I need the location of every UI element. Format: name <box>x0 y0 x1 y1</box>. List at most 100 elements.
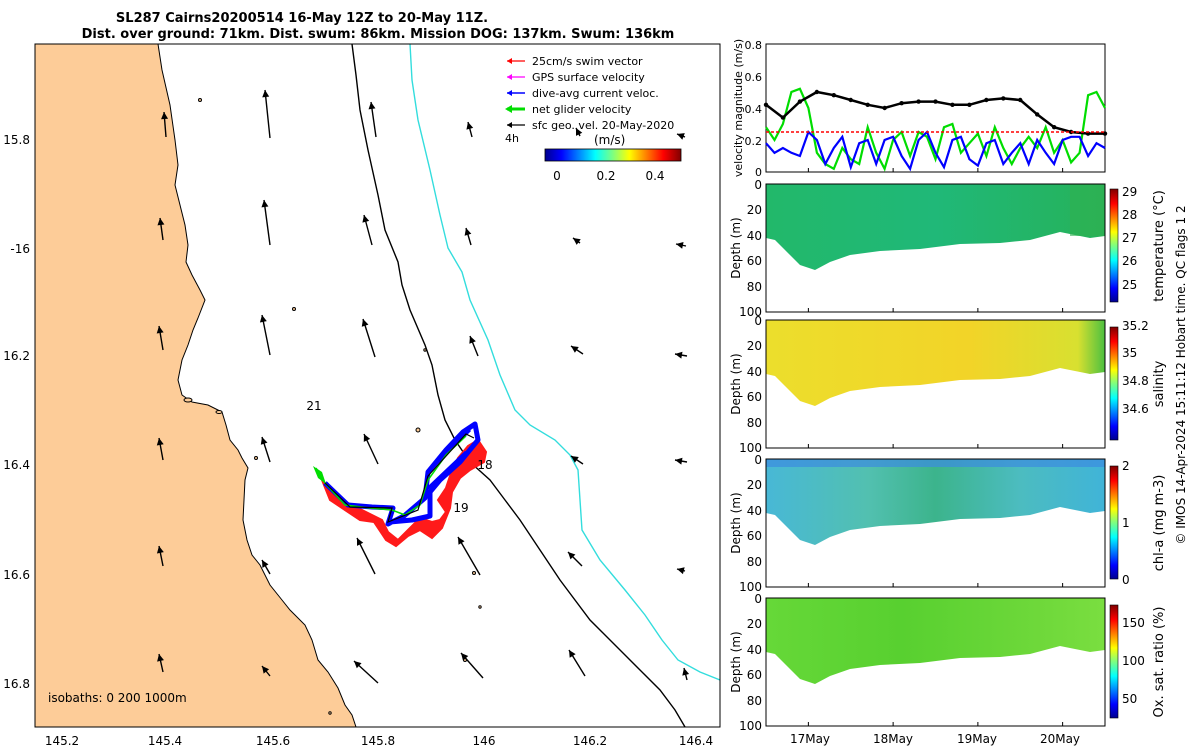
depth-tick: 80 <box>747 694 762 708</box>
geo-arrowhead <box>461 653 469 661</box>
map-legend: 25cm/s swim vector GPS surface velocity … <box>505 55 682 183</box>
panel-frame <box>765 458 1106 588</box>
depth-tick: 20 <box>747 203 762 217</box>
legend-4h: 4h <box>505 132 519 145</box>
legend-label: dive-avg current veloc. <box>532 87 659 100</box>
velocity-series <box>763 87 1108 172</box>
panel-frame <box>765 597 1106 727</box>
geo-arrowhead <box>262 666 270 674</box>
depth-tick: 40 <box>747 643 762 657</box>
cbar-tick: 35.2 <box>1122 319 1149 333</box>
time-tick: 18May <box>873 732 913 746</box>
depth-tick: 100 <box>739 305 762 319</box>
vel-ytick: 0.4 <box>745 103 763 116</box>
geo-arrowhead <box>161 112 169 120</box>
velocity-yticks: 0.8 0.6 0.4 0.2 0 <box>745 39 763 179</box>
velocity-point <box>950 102 955 108</box>
geo-arrowhead <box>363 434 371 442</box>
velocity-point <box>831 93 836 98</box>
velocity-point <box>1018 97 1023 103</box>
velocity-point <box>882 105 887 111</box>
temperature-field <box>766 184 1105 270</box>
day-label-18: 18 <box>477 458 492 472</box>
geo-arrow <box>457 536 481 576</box>
cbar-tick: 29 <box>1122 185 1137 199</box>
depth-tick: 20 <box>747 478 762 492</box>
depth-tick: 80 <box>747 280 762 294</box>
velocity-point <box>916 99 921 104</box>
depth-tick: 20 <box>747 339 762 353</box>
section-colorbar-labels: 25 26 27 28 29 temperature (°C) 34.6 34.… <box>1122 185 1167 717</box>
oxygen-panel <box>765 597 1119 727</box>
chla-field <box>766 459 1105 545</box>
colorbar-tick: 0.2 <box>596 169 615 183</box>
velocity-point <box>763 102 769 108</box>
lat-tick: -16 <box>10 242 30 256</box>
isobath-200m <box>351 44 686 727</box>
depth-tick: 60 <box>747 529 762 543</box>
geo-arrowhead <box>569 650 576 658</box>
net-glider-start <box>313 466 326 484</box>
velocity-point <box>967 102 972 108</box>
map-lat-ticks: 15.8 -16 16.2 16.4 16.6 16.8 <box>3 133 30 691</box>
time-tick: 20May <box>1040 732 1080 746</box>
map-lon-ticks: 145.2 145.4 145.6 145.8 146 146.2 146.4 <box>45 734 713 748</box>
isobaths-note: isobaths: 0 200 1000m <box>48 691 187 705</box>
lon-tick: 145.6 <box>256 734 290 748</box>
geo-arrowhead <box>261 200 269 208</box>
chla-panel <box>765 458 1119 588</box>
geo-arrowhead <box>354 661 362 669</box>
geo-arrowhead <box>361 319 369 327</box>
lon-tick: 145.4 <box>148 734 182 748</box>
velocity-chart: 0.8 0.6 0.4 0.2 0 velocity magnitude (m/… <box>732 39 1108 179</box>
legend-item-net: net glider velocity <box>505 103 632 116</box>
geo-arrowhead <box>682 668 690 676</box>
depth-tick: 100 <box>739 580 762 594</box>
map-islands <box>183 98 482 715</box>
geo-arrowhead <box>464 228 472 236</box>
oxygen-cbar-label: Ox. sat. ratio (%) <box>1152 607 1167 718</box>
lon-tick: 145.8 <box>361 734 395 748</box>
legend-item-geo: sfc geo. vel. 20-May-2020 <box>507 119 674 132</box>
geo-arrowhead <box>677 567 685 575</box>
geo-arrowhead <box>677 133 685 140</box>
salinity-panel <box>765 319 1119 449</box>
geo-arrowhead <box>262 560 269 568</box>
geo-arrowhead <box>568 552 576 560</box>
velocity-point <box>933 99 938 104</box>
geo-arrowhead <box>675 351 683 359</box>
depth-tick: 20 <box>747 617 762 631</box>
oxygen-ylabel: Depth (m) <box>729 631 743 692</box>
map-panel: 21 18 19 145.2 145.4 145.6 145.8 146 146… <box>3 43 721 748</box>
legend-item-gps: GPS surface velocity <box>507 71 645 84</box>
cbar-tick: 34.8 <box>1122 374 1149 388</box>
time-tick: 17May <box>790 732 830 746</box>
velocity-series-1 <box>765 130 1106 172</box>
legend-label: GPS surface velocity <box>532 71 645 84</box>
velocity-point <box>984 97 989 103</box>
chla-surface-band <box>766 459 1105 467</box>
geo-velocity-arrows <box>156 89 690 684</box>
cbar-tick: 0 <box>1122 573 1130 587</box>
geo-arrowhead <box>576 128 583 136</box>
time-tick-marks <box>807 168 1064 726</box>
depth-tick: 60 <box>747 390 762 404</box>
vel-ytick: 0.8 <box>745 39 763 52</box>
temperature-patch <box>1070 184 1105 236</box>
dive-avg-current-track <box>323 421 481 527</box>
geo-arrowhead <box>362 215 370 223</box>
coastline-land <box>35 44 357 727</box>
geo-arrowhead <box>156 438 164 446</box>
colorbar-label: (m/s) <box>594 133 625 147</box>
panel-frame <box>765 319 1106 449</box>
cbar-tick: 100 <box>1122 654 1145 668</box>
credit-line: © IMOS 14-Apr-2024 15:11:12 Hobart time.… <box>1174 205 1188 544</box>
time-axis: 17May 18May 19May 20May <box>790 732 1080 746</box>
chla-cbar-label: chl-a (mg m-3) <box>1152 475 1167 572</box>
depth-tick: 40 <box>747 229 762 243</box>
lat-tick: 15.8 <box>3 133 30 147</box>
net-glider-track <box>315 435 467 516</box>
depth-tick: 100 <box>739 441 762 455</box>
colorbar-tick: 0.4 <box>645 169 664 183</box>
salinity-colorbar <box>1109 326 1119 441</box>
